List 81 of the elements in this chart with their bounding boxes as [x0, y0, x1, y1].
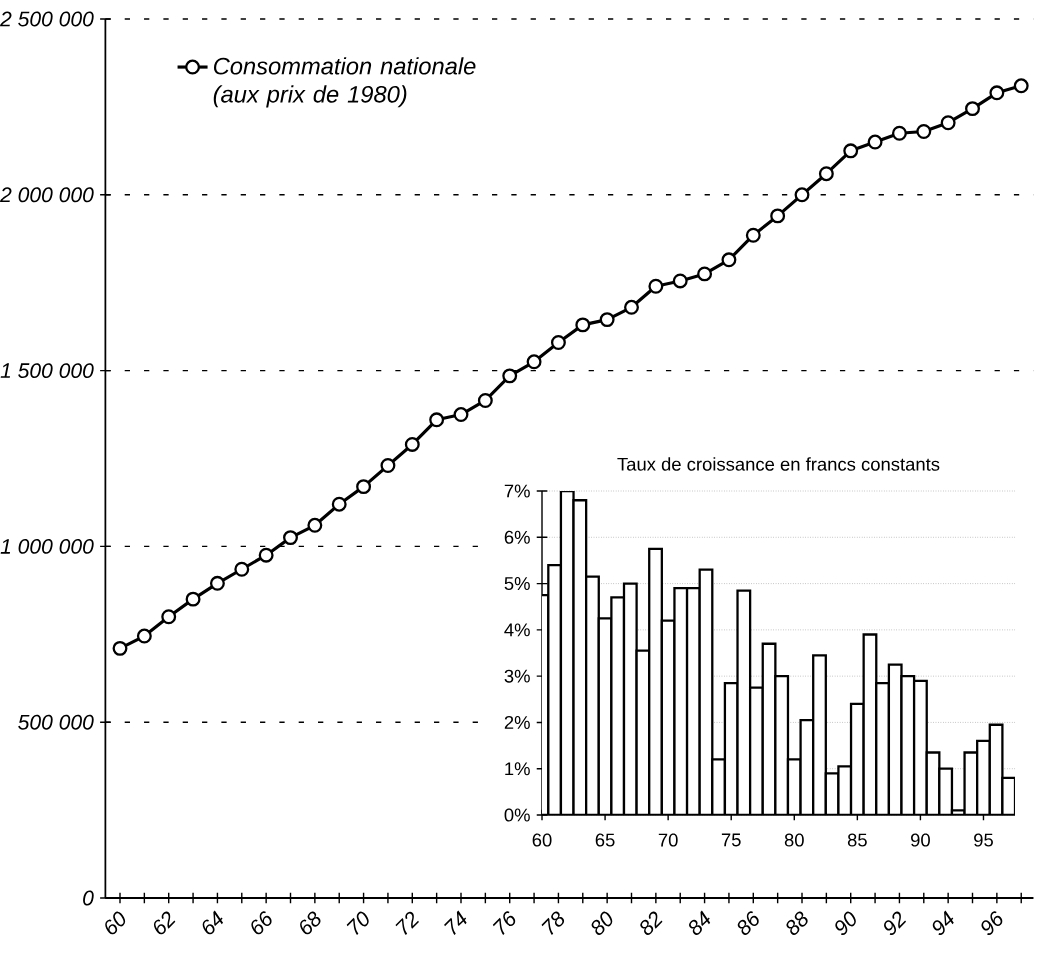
point: [258, 547, 274, 563]
y-tick-label: 1 500 000: [0, 363, 94, 379]
y-tick-label: 2 000 000: [0, 187, 94, 203]
y-tick-label: 6%: [504, 530, 530, 544]
y-tick-label: 4%: [504, 623, 530, 637]
x-tick-label: 78: [541, 911, 565, 936]
x-tick-label: 80: [591, 911, 613, 936]
x-tick-label: 60: [532, 833, 552, 847]
legend-label: Consommation nationale (aux prix de 1980): [213, 57, 476, 108]
x-tick-label: 90: [835, 911, 856, 936]
x-tick-label: 76: [492, 911, 516, 936]
y-tick-label: 2%: [504, 715, 530, 729]
point: [575, 317, 591, 333]
point: [331, 496, 347, 512]
point: [745, 227, 761, 243]
y-tick-label: 1 000 000: [0, 538, 94, 554]
x-tick-label: 82: [640, 911, 663, 936]
x-tick-label: 94: [932, 910, 954, 936]
point: [916, 124, 932, 139]
x-tick-label: 60: [105, 911, 126, 935]
point: [648, 278, 664, 294]
point: [599, 312, 615, 328]
point: [965, 101, 980, 117]
x-tick-label: 64: [202, 910, 224, 935]
point: [940, 115, 956, 131]
point: [843, 143, 859, 159]
point: [209, 575, 225, 591]
x-tick-label: 84: [689, 910, 711, 936]
y-tick-label: 3%: [504, 669, 530, 683]
point: [136, 628, 152, 644]
point: [867, 134, 883, 150]
point: [404, 436, 420, 452]
x-tick-label: 62: [153, 911, 176, 935]
point: [502, 368, 518, 384]
x-tick-label: 86: [737, 911, 759, 936]
x-tick-label: 85: [847, 833, 867, 847]
point: [477, 393, 493, 408]
point: [453, 407, 469, 423]
y-tick-label: 7%: [504, 484, 530, 498]
point: [697, 266, 713, 282]
x-tick-label: 96: [981, 911, 1003, 936]
y-tick-label: 0%: [504, 808, 530, 822]
chart-title: Taux de croissance en francs constants: [617, 457, 940, 471]
point: [185, 591, 201, 607]
x-tick-label: 75: [721, 833, 741, 847]
point: [526, 354, 542, 370]
point: [380, 458, 396, 473]
x-tick-label: 90: [911, 833, 930, 847]
x-tick-label: 70: [658, 833, 678, 847]
point: [234, 561, 250, 577]
point: [161, 609, 177, 625]
point: [891, 125, 907, 141]
x-tick-label: 88: [786, 911, 808, 936]
x-tick-label: 66: [251, 911, 272, 935]
point: [624, 299, 639, 315]
point: [550, 335, 566, 350]
x-tick-label: 68: [300, 911, 321, 935]
point: [1013, 78, 1029, 94]
point: [112, 640, 128, 656]
x-tick-label: 72: [395, 911, 419, 936]
point: [770, 208, 786, 224]
point: [989, 85, 1005, 101]
point: [721, 252, 737, 268]
x-tick-label: 65: [595, 833, 615, 847]
y-tick-label: 0: [83, 890, 94, 906]
y-tick-label: 5%: [504, 577, 530, 591]
x-tick-label: 74: [444, 910, 467, 936]
y-tick-label: 1%: [505, 762, 530, 776]
y-tick-label: 500 000: [18, 714, 94, 730]
x-tick-label: 70: [346, 911, 369, 936]
point: [429, 412, 445, 428]
point: [818, 166, 834, 182]
point: [307, 517, 323, 533]
x-tick-label: 92: [884, 911, 907, 936]
x-tick-label: 95: [974, 833, 993, 847]
point: [672, 273, 688, 289]
point: [356, 479, 372, 495]
point: [283, 530, 298, 546]
y-tick-label: 2 500 000: [0, 11, 94, 27]
point: [794, 187, 810, 203]
x-tick-label: 80: [784, 833, 804, 847]
